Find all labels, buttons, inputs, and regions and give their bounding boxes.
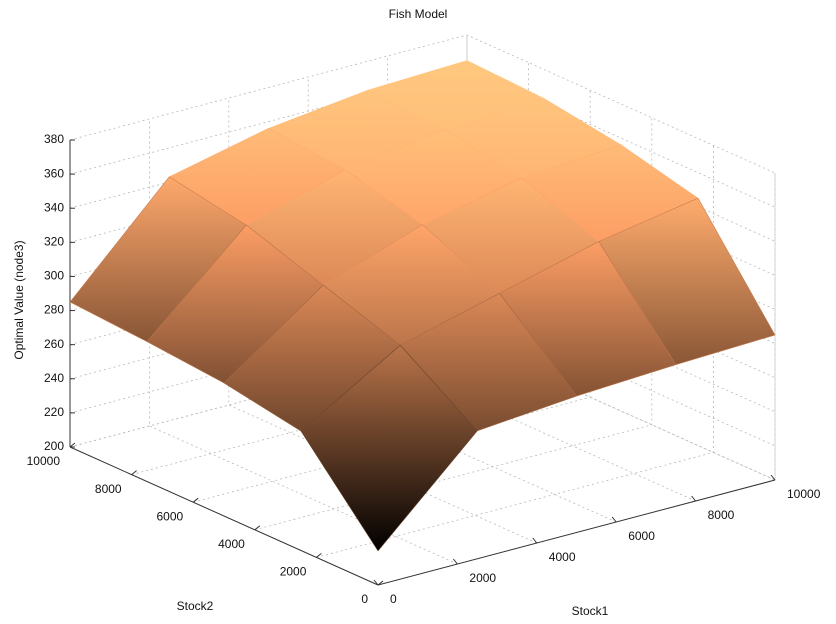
z-tick-label: 260 bbox=[44, 337, 64, 351]
y-tick bbox=[377, 580, 384, 586]
z-tick-label: 220 bbox=[44, 405, 64, 419]
x-tick-label: 0 bbox=[390, 592, 397, 606]
x-tick bbox=[453, 558, 458, 565]
axis-line bbox=[377, 479, 776, 586]
x-tick-label: 10000 bbox=[787, 487, 821, 501]
x-axis-label: Stock1 bbox=[572, 604, 609, 618]
y-tick-label: 0 bbox=[361, 592, 368, 606]
x-tick-label: 2000 bbox=[469, 571, 496, 585]
axis-line bbox=[69, 446, 379, 586]
y-tick-label: 6000 bbox=[156, 509, 183, 523]
x-tick-label: 4000 bbox=[549, 550, 576, 564]
x-tick bbox=[373, 579, 379, 586]
z-tick-label: 380 bbox=[44, 132, 64, 146]
x-tick-label: 8000 bbox=[708, 508, 735, 522]
z-tick-label: 360 bbox=[44, 166, 64, 180]
x-tick bbox=[532, 537, 538, 544]
y-tick bbox=[69, 442, 76, 448]
z-tick-label: 300 bbox=[44, 269, 64, 283]
y-tick-label: 4000 bbox=[218, 537, 245, 551]
z-tick-label: 340 bbox=[44, 200, 64, 214]
x-tick-label: 6000 bbox=[628, 529, 655, 543]
chart-title: Fish Model bbox=[389, 7, 448, 21]
z-tick-label: 280 bbox=[44, 303, 64, 317]
z-tick-label: 240 bbox=[44, 371, 64, 385]
z-axis-label: Optimal Value (node3) bbox=[12, 240, 26, 359]
y-tick-label: 2000 bbox=[280, 565, 307, 579]
y-axis-label: Stock2 bbox=[177, 599, 214, 613]
y-tick-label: 8000 bbox=[95, 482, 122, 496]
y-tick bbox=[192, 497, 199, 503]
y-tick bbox=[316, 553, 322, 558]
surface-cell bbox=[300, 344, 478, 552]
x-tick bbox=[691, 495, 696, 502]
z-tick-label: 320 bbox=[44, 235, 64, 249]
x-tick bbox=[770, 474, 776, 481]
y-tick-label: 10000 bbox=[27, 454, 61, 468]
z-tick-label: 200 bbox=[44, 439, 64, 453]
y-tick bbox=[131, 470, 137, 475]
y-tick bbox=[254, 525, 261, 531]
x-tick bbox=[611, 516, 617, 523]
